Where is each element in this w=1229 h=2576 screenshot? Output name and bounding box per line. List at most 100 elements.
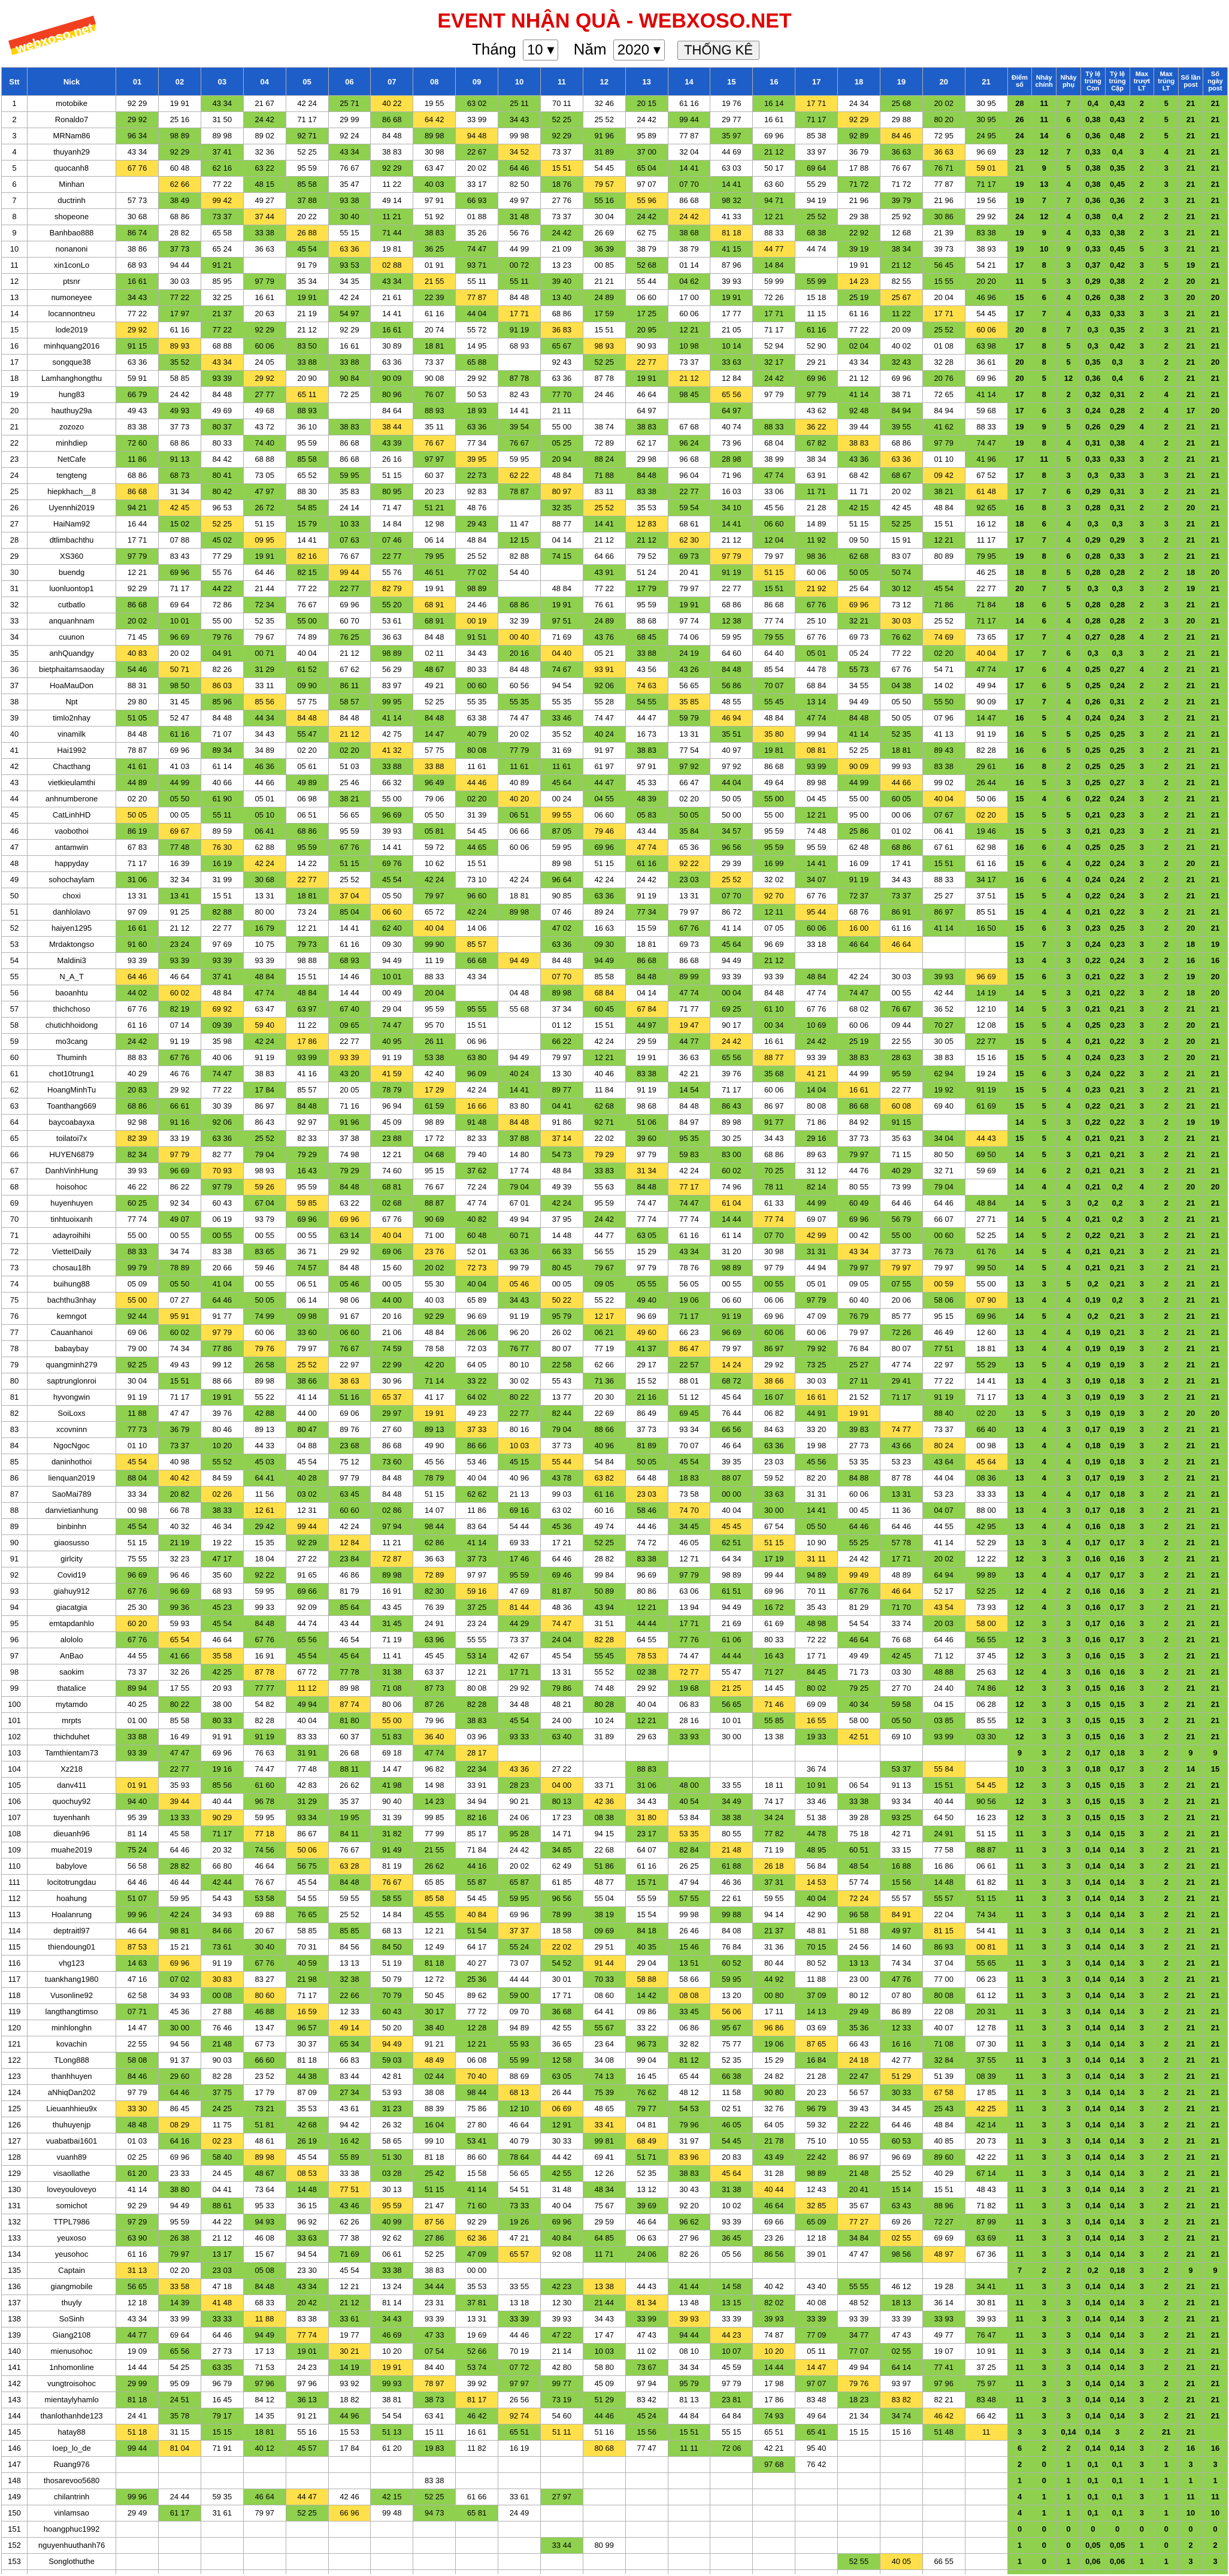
nick-link[interactable]: danv411 bbox=[26, 1777, 117, 1794]
nick-link[interactable]: luonluontop1 bbox=[26, 580, 117, 597]
nick-link[interactable]: Ruang976 bbox=[26, 2456, 117, 2473]
nick-link[interactable]: tinhtuoixanh bbox=[26, 1211, 117, 1228]
nick-link[interactable]: vinamilk bbox=[26, 726, 117, 743]
nick-link[interactable]: SoiLoxs bbox=[26, 1405, 117, 1422]
nick-link[interactable]: mienusohoc bbox=[26, 2343, 117, 2360]
nick-link[interactable]: vuabatbai1601 bbox=[26, 2133, 117, 2150]
nick-link[interactable]: minhdiep bbox=[26, 435, 117, 452]
nick-link[interactable]: saptrunglonroi bbox=[26, 1373, 117, 1390]
nick-link[interactable]: Vusonline92 bbox=[26, 1987, 117, 2004]
nick-link[interactable]: happyday bbox=[26, 855, 117, 872]
nick-link[interactable]: babylove bbox=[26, 1858, 117, 1875]
nick-link[interactable]: chosau18h bbox=[26, 1260, 117, 1276]
nick-link[interactable]: Banhbao888 bbox=[26, 225, 117, 241]
nick-link[interactable]: vungtroisohoc bbox=[26, 2375, 117, 2392]
nick-link[interactable]: NgocNgoc bbox=[26, 1437, 117, 1454]
nick-link[interactable]: motobike bbox=[26, 95, 117, 112]
nick-link[interactable]: vinlamsao bbox=[26, 2505, 117, 2521]
nick-link[interactable]: Npt bbox=[26, 694, 117, 710]
nick-link[interactable]: VietteIDaily bbox=[26, 1243, 117, 1260]
nick-link[interactable]: Toanthang669 bbox=[26, 1098, 117, 1115]
nick-link[interactable]: shopeone bbox=[26, 208, 117, 225]
nick-link[interactable]: vietkieulamthi bbox=[26, 774, 117, 791]
nick-link[interactable]: dtlimbachthu bbox=[26, 532, 117, 549]
nick-link[interactable]: quochuy92 bbox=[26, 1793, 117, 1810]
nick-link[interactable]: NetCafe bbox=[26, 451, 117, 468]
nick-link[interactable]: babaybay bbox=[26, 1340, 117, 1357]
nick-link[interactable]: thichduhet bbox=[26, 1729, 117, 1745]
nick-link[interactable]: quocanh8 bbox=[26, 160, 117, 177]
nick-link[interactable]: sohochaylam bbox=[26, 871, 117, 888]
nick-link[interactable]: Giang2108 bbox=[26, 2327, 117, 2344]
nick-link[interactable]: adayroihihi bbox=[26, 1227, 117, 1244]
nick-link[interactable]: muahe2019 bbox=[26, 1842, 117, 1858]
year-select[interactable]: 2020 ▾ bbox=[613, 40, 665, 60]
nick-link[interactable]: thuhuyenjp bbox=[26, 2117, 117, 2133]
nick-link[interactable]: thuyly bbox=[26, 2295, 117, 2311]
nick-link[interactable]: anquanhnam bbox=[26, 613, 117, 629]
nick-link[interactable]: ductrinh bbox=[26, 192, 117, 209]
nick-link[interactable]: thanlothanhde123 bbox=[26, 2408, 117, 2424]
nick-link[interactable]: giaosusso bbox=[26, 1534, 117, 1551]
nick-link[interactable]: Thuminh bbox=[26, 1049, 117, 1066]
nick-link[interactable]: tuyenhanh bbox=[26, 1809, 117, 1826]
nick-link[interactable]: saokim bbox=[26, 1664, 117, 1681]
nick-link[interactable]: thanhhuyen bbox=[26, 2068, 117, 2085]
nick-link[interactable]: Captain bbox=[26, 2262, 117, 2279]
nick-link[interactable]: thiendoung01 bbox=[26, 1939, 117, 1956]
nick-link[interactable]: mientaylyhamlo bbox=[26, 2392, 117, 2408]
nick-link[interactable]: ptsnr bbox=[26, 273, 117, 290]
nick-link[interactable]: minhlonghn bbox=[26, 2020, 117, 2036]
nick-link[interactable]: Hai1992 bbox=[26, 742, 117, 759]
nick-link[interactable]: chutichhoidong bbox=[26, 1017, 117, 1034]
nick-link[interactable]: minhquang2016 bbox=[26, 338, 117, 355]
nick-link[interactable]: HoaMauDon bbox=[26, 677, 117, 694]
nick-link[interactable]: Covid19 bbox=[26, 1567, 117, 1584]
nick-link[interactable]: girlcity bbox=[26, 1551, 117, 1567]
nick-link[interactable]: binbinhn bbox=[26, 1518, 117, 1535]
nick-link[interactable]: giahuy912 bbox=[26, 1583, 117, 1600]
nick-link[interactable]: songque38 bbox=[26, 354, 117, 371]
nick-link[interactable]: vaobothoi bbox=[26, 823, 117, 840]
nick-link[interactable]: mo3cang bbox=[26, 1033, 117, 1050]
nick-link[interactable]: chot10trung1 bbox=[26, 1065, 117, 1082]
nick-link[interactable]: buihung88 bbox=[26, 1276, 117, 1292]
nick-link[interactable]: emtapdanhlo bbox=[26, 1615, 117, 1632]
nick-link[interactable]: Ioep_lo_de bbox=[26, 2440, 117, 2457]
nick-link[interactable]: loveyouloveyo bbox=[26, 2181, 117, 2198]
nick-link[interactable]: lode2019 bbox=[26, 322, 117, 338]
nick-link[interactable]: Lieuanhhieu9x bbox=[26, 2100, 117, 2117]
nick-link[interactable]: hatay88 bbox=[26, 2424, 117, 2441]
nick-link[interactable]: Maldini3 bbox=[26, 952, 117, 969]
nick-link[interactable]: SaoMai789 bbox=[26, 1486, 117, 1503]
nick-link[interactable]: danhlolavo bbox=[26, 904, 117, 921]
nick-link[interactable]: antamwin bbox=[26, 839, 117, 856]
nick-link[interactable]: quangminh279 bbox=[26, 1357, 117, 1373]
nick-link[interactable]: mrpts bbox=[26, 1712, 117, 1729]
nick-link[interactable]: toilatoi7x bbox=[26, 1130, 117, 1147]
nick-link[interactable]: SoSinh bbox=[26, 2311, 117, 2327]
nick-link[interactable]: kovachin bbox=[26, 2036, 117, 2053]
nick-link[interactable]: lienquan2019 bbox=[26, 1470, 117, 1487]
nick-link[interactable]: thuyanh29 bbox=[26, 144, 117, 161]
nick-link[interactable]: TTPL7986 bbox=[26, 2214, 117, 2230]
nick-link[interactable]: cuunon bbox=[26, 629, 117, 646]
nick-link[interactable]: tengteng bbox=[26, 467, 117, 484]
nick-link[interactable]: XS360 bbox=[26, 548, 117, 565]
nick-link[interactable]: somichot bbox=[26, 2197, 117, 2214]
nick-link[interactable]: hiepkhach__8 bbox=[26, 483, 117, 500]
nick-link[interactable]: N_A_T bbox=[26, 968, 117, 985]
nick-link[interactable]: yeuxoso bbox=[26, 2230, 117, 2247]
nick-link[interactable]: HUYEN6879 bbox=[26, 1146, 117, 1163]
nick-link[interactable]: nonanoni bbox=[26, 241, 117, 258]
nick-link[interactable]: hyvongwin bbox=[26, 1389, 117, 1406]
nick-link[interactable]: numoneyee bbox=[26, 289, 117, 306]
nick-link[interactable]: hoahung bbox=[26, 1890, 117, 1907]
nick-link[interactable]: choxi bbox=[26, 888, 117, 904]
nick-link[interactable]: bachthu3nhay bbox=[26, 1292, 117, 1309]
nick-link[interactable]: alololo bbox=[26, 1631, 117, 1648]
nick-link[interactable]: DanhVinhHung bbox=[26, 1163, 117, 1179]
nick-link[interactable]: Xz218 bbox=[26, 1761, 117, 1778]
nick-link[interactable]: danvietianhung bbox=[26, 1502, 117, 1519]
nick-link[interactable]: Chacthang bbox=[26, 758, 117, 775]
